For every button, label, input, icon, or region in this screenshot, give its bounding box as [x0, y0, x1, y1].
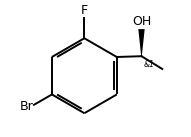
Text: F: F: [81, 4, 88, 17]
Text: Br: Br: [19, 100, 33, 113]
Text: &1: &1: [144, 60, 155, 69]
Text: OH: OH: [133, 15, 152, 28]
Polygon shape: [138, 29, 145, 56]
